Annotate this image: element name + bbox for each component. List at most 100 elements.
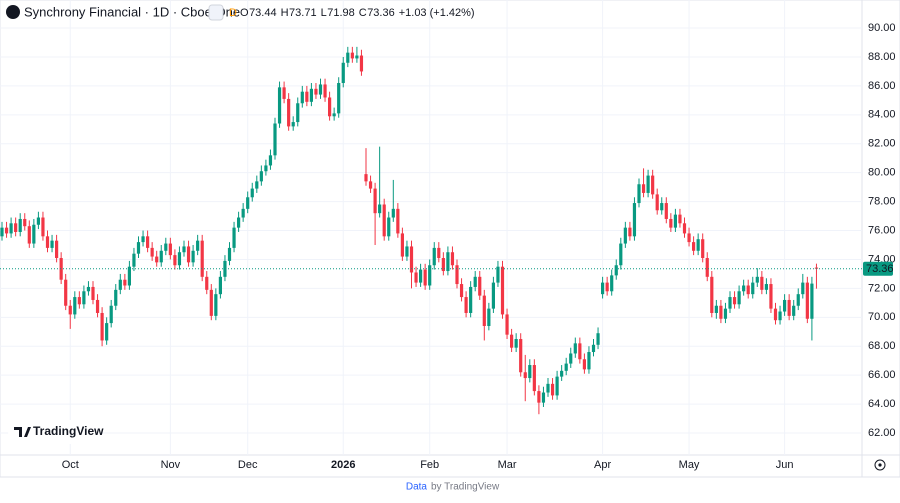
- candle-body: [309, 88, 313, 102]
- candle-body: [205, 276, 209, 290]
- candle-body: [546, 383, 550, 393]
- last-price-label: 73.36: [866, 263, 894, 275]
- candle-body: [186, 246, 191, 263]
- candle-body: [491, 282, 495, 309]
- candle-body: [651, 175, 655, 195]
- candle-body: [805, 282, 809, 319]
- candle-body: [537, 391, 541, 403]
- candle-body: [428, 265, 432, 286]
- candle-body: [696, 239, 700, 251]
- y-tick-label: 86.00: [868, 80, 896, 92]
- settings-dot[interactable]: [878, 463, 882, 467]
- x-tick-label: May: [679, 459, 700, 471]
- y-tick-label: 66.00: [868, 369, 896, 381]
- candle-body: [641, 184, 646, 193]
- candle-body: [218, 276, 222, 295]
- candle-body: [227, 247, 232, 261]
- y-tick-label: 70.00: [868, 311, 896, 323]
- candle-body: [318, 84, 323, 95]
- last-price-box: [863, 261, 893, 276]
- footer-link[interactable]: Data: [406, 482, 428, 493]
- ohlc-value: 73.44: [249, 7, 277, 19]
- candle-body: [23, 218, 27, 227]
- ohlc-value: 73.36: [367, 7, 395, 19]
- candle-body: [277, 87, 282, 124]
- candle-body: [155, 256, 159, 263]
- candle-body: [396, 208, 400, 234]
- candle-body: [350, 52, 354, 59]
- candle-body: [45, 236, 50, 248]
- candle-body: [50, 240, 54, 248]
- candle-body: [118, 279, 122, 290]
- candle-body: [778, 311, 782, 321]
- y-tick-label: 64.00: [868, 398, 896, 410]
- grid: [0, 0, 862, 455]
- candle-body: [628, 227, 632, 237]
- candle-body: [632, 203, 637, 237]
- candle-body: [473, 276, 477, 287]
- candle-body: [214, 294, 218, 316]
- candle-body: [419, 269, 423, 283]
- logo: [6, 5, 20, 19]
- candle-body: [510, 334, 514, 348]
- candle-body: [86, 286, 91, 292]
- candle-body: [742, 285, 746, 292]
- ohlc-key: L: [321, 7, 327, 19]
- candle-body: [519, 339, 523, 373]
- candle-body: [514, 339, 518, 348]
- candle-body: [41, 217, 45, 237]
- candle-body: [373, 188, 377, 214]
- candle-body: [32, 224, 36, 244]
- candle-body: [591, 344, 596, 353]
- watermark: TradingView: [8, 420, 104, 444]
- candle-body: [364, 174, 368, 182]
- candle-body: [737, 291, 741, 305]
- candle-body: [464, 297, 468, 313]
- candle-body: [664, 203, 668, 219]
- candle-body: [437, 247, 441, 259]
- ohlc-header: O 73.44 H 73.71 L 71.98 C 73.36 +1.03 (+1.42%): [240, 7, 475, 19]
- x-tick-label: Dec: [238, 459, 258, 471]
- candle-body: [264, 165, 268, 172]
- candle-body: [9, 223, 13, 234]
- candle-body: [259, 171, 263, 182]
- candle-body: [614, 265, 618, 276]
- candle-body: [0, 227, 4, 237]
- candle-body: [4, 227, 9, 234]
- settings-icon[interactable]: [874, 459, 886, 471]
- candle-body: [787, 299, 791, 316]
- candle-body: [423, 269, 427, 286]
- candle-body: [405, 246, 409, 257]
- change: +1.03 (+1.42%): [399, 7, 475, 19]
- candle-body: [77, 297, 81, 305]
- candle-body: [177, 252, 182, 266]
- candle-body: [469, 286, 473, 313]
- candle-body: [241, 208, 245, 218]
- candle-body: [796, 294, 800, 306]
- candle-body: [478, 276, 482, 296]
- candle-body: [687, 233, 691, 243]
- y-tick-label: 76.00: [868, 224, 896, 236]
- settings-ring[interactable]: [874, 459, 886, 471]
- candle-body: [532, 365, 536, 392]
- candle-body: [459, 284, 464, 298]
- candle-body: [132, 253, 136, 267]
- candle-body: [714, 305, 718, 313]
- chart-title: Synchrony Financial · 1D · Cboe One: [24, 4, 240, 19]
- candle-body: [414, 272, 418, 283]
- candle-body: [109, 305, 113, 324]
- candle-body: [91, 286, 95, 300]
- candle-body: [18, 218, 22, 232]
- candle-body: [496, 266, 500, 283]
- candle-body: [605, 282, 609, 292]
- ohlc-value: 71.98: [327, 7, 355, 19]
- candle-body: [728, 297, 732, 309]
- candle-body: [255, 181, 259, 189]
- candle-body: [660, 203, 664, 211]
- candle-body: [719, 305, 723, 319]
- badge: D: [229, 7, 237, 19]
- candle-body: [328, 97, 332, 117]
- candle-body: [95, 299, 100, 313]
- candle-body: [368, 181, 373, 189]
